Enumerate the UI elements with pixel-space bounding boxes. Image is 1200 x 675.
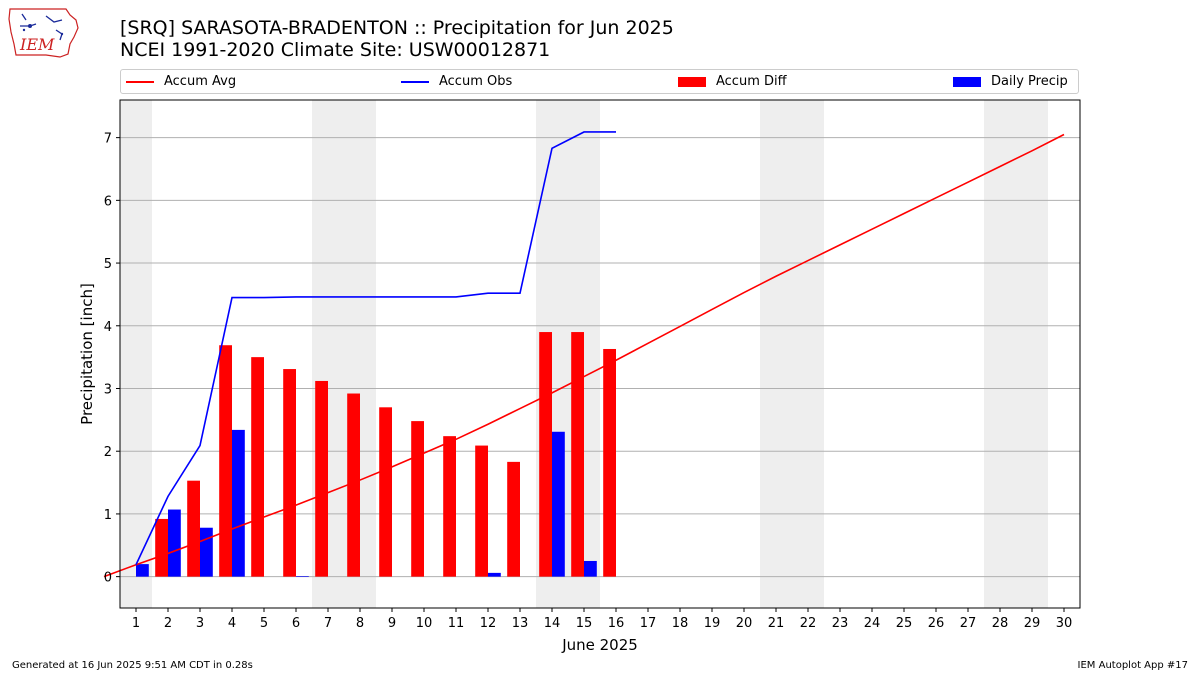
x-tick-label: 6	[292, 616, 300, 631]
y-tick-label: 3	[104, 382, 112, 397]
footer-app: IEM Autoplot App #17	[1077, 660, 1188, 671]
accum-diff-bar	[603, 348, 616, 577]
x-tick-label: 17	[640, 616, 657, 631]
y-tick-label: 7	[104, 132, 112, 147]
logo-text: IEM	[19, 35, 55, 54]
accum-diff-bar	[411, 421, 424, 577]
accum-diff-bar	[507, 461, 520, 577]
legend-item-accum-obs: Accum Obs	[401, 74, 512, 90]
x-tick-label: 20	[736, 616, 753, 631]
gridlines	[120, 137, 1080, 578]
x-tick-label: 28	[992, 616, 1009, 631]
accum-diff-bar	[219, 345, 232, 577]
plot-frame	[119, 99, 1081, 609]
x-tick-label: 15	[576, 616, 593, 631]
accum-diff-bar	[571, 332, 584, 577]
accum-diff-bar	[443, 436, 456, 577]
legend-item-accum-diff: Accum Diff	[678, 74, 787, 90]
y-tick-label: 2	[104, 445, 112, 460]
legend-label: Daily Precip	[991, 74, 1068, 89]
daily-precip-bar	[552, 431, 565, 577]
legend-label: Accum Avg	[164, 74, 237, 89]
x-tick-label: 16	[608, 616, 625, 631]
x-tick-label: 21	[768, 616, 785, 631]
legend-swatch-blue-line	[401, 80, 429, 83]
x-tick-label: 18	[672, 616, 689, 631]
weekend-band	[984, 100, 1048, 608]
daily-precip-bar	[136, 564, 149, 577]
x-tick-label: 23	[832, 616, 849, 631]
x-tick-label: 30	[1056, 616, 1073, 631]
x-tick-label: 27	[960, 616, 977, 631]
daily-precip-bar	[200, 527, 213, 577]
x-tick-label: 8	[356, 616, 364, 631]
accum-obs-line	[135, 131, 616, 566]
x-axis-label: June 2025	[561, 636, 638, 654]
weekend-shading	[120, 100, 1048, 608]
weekend-band	[120, 100, 152, 608]
legend-label: Accum Diff	[716, 74, 787, 89]
x-tick-label: 19	[704, 616, 721, 631]
daily-precip-bar	[488, 572, 501, 577]
x-tick-label: 10	[416, 616, 433, 631]
x-tick-label: 9	[388, 616, 396, 631]
bars	[136, 332, 616, 577]
accum-avg-line	[103, 133, 1065, 578]
x-tick-label: 29	[1024, 616, 1041, 631]
accum-diff-bar	[155, 518, 168, 577]
y-tick-label: 5	[104, 257, 112, 272]
daily-precip-bar	[168, 509, 181, 577]
chart-legend: Accum Avg Accum Obs Accum Diff Daily Pre…	[120, 69, 1079, 94]
y-tick-label: 6	[104, 194, 112, 209]
accum-diff-bar	[347, 393, 360, 577]
x-tick-label: 3	[196, 616, 204, 631]
weekend-band	[760, 100, 824, 608]
y-axis-label: Precipitation [inch]	[78, 283, 96, 425]
x-tick-label: 25	[896, 616, 913, 631]
iowa-map-icon: IEM	[8, 8, 79, 58]
accum-diff-bar	[475, 445, 488, 577]
daily-precip-bar	[232, 429, 245, 577]
legend-item-accum-avg: Accum Avg	[126, 74, 236, 90]
x-tick-label: 26	[928, 616, 945, 631]
x-tick-label: 11	[448, 616, 465, 631]
x-tick-label: 1	[132, 616, 140, 631]
title-line-2: NCEI 1991-2020 Climate Site: USW00012871	[120, 39, 551, 61]
legend-swatch-red-box	[678, 76, 706, 87]
legend-item-daily-precip: Daily Precip	[953, 74, 1068, 90]
accum-diff-bar	[251, 357, 264, 577]
legend-label: Accum Obs	[439, 74, 513, 89]
x-tick-label: 24	[864, 616, 881, 631]
legend-swatch-red-line	[126, 80, 154, 83]
accum-diff-bar	[539, 332, 552, 577]
accum-diff-bar	[379, 407, 392, 577]
footer-generated: Generated at 16 Jun 2025 9:51 AM CDT in …	[12, 660, 253, 671]
accum-diff-bar	[283, 369, 296, 577]
accum-diff-bar	[315, 380, 328, 577]
legend-swatch-blue-box	[953, 76, 981, 87]
accum-diff-bar	[187, 480, 200, 577]
x-tick-label: 14	[544, 616, 561, 631]
y-tick-label: 1	[104, 508, 112, 523]
x-tick-label: 2	[164, 616, 172, 631]
daily-precip-bar	[584, 560, 597, 577]
lines	[103, 131, 1065, 578]
x-tick-label: 13	[512, 616, 529, 631]
y-tick-label: 0	[104, 571, 112, 586]
x-tick-label: 7	[324, 616, 332, 631]
x-tick-label: 22	[800, 616, 817, 631]
title-line-1: [SRQ] SARASOTA-BRADENTON :: Precipitatio…	[120, 17, 674, 39]
x-tick-label: 12	[480, 616, 497, 631]
y-tick-label: 4	[104, 320, 112, 335]
x-tick-label: 5	[260, 616, 268, 631]
chart-title: [SRQ] SARASOTA-BRADENTON :: Precipitatio…	[120, 17, 674, 61]
x-tick-label: 4	[228, 616, 236, 631]
daily-precip-bar	[296, 576, 309, 577]
iem-logo: IEM	[6, 4, 82, 60]
